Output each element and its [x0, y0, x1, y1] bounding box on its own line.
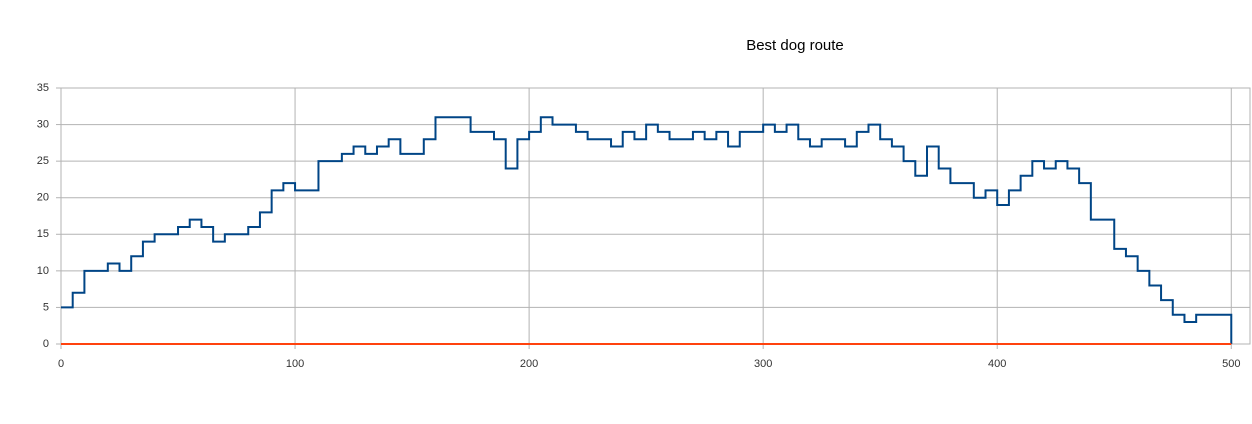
x-tick-label: 500	[1222, 358, 1240, 370]
chart-title: Best dog route	[746, 37, 844, 54]
y-tick-label: 0	[43, 338, 49, 350]
y-tick-label: 20	[37, 192, 49, 204]
series-line	[61, 116, 1233, 344]
y-tick-label: 35	[37, 82, 49, 94]
y-tick-label: 5	[43, 301, 49, 313]
x-tick-label: 0	[58, 358, 64, 370]
plot-border	[60, 87, 1251, 345]
y-tick-label: 30	[37, 118, 49, 130]
x-tick-label: 300	[754, 358, 772, 370]
x-tick-label: 400	[988, 358, 1006, 370]
x-tick-label: 200	[520, 358, 538, 370]
y-tick-label: 15	[37, 228, 49, 240]
y-tick-label: 10	[37, 265, 49, 277]
y-tick-label: 25	[37, 155, 49, 167]
x-tick-label: 100	[286, 358, 304, 370]
